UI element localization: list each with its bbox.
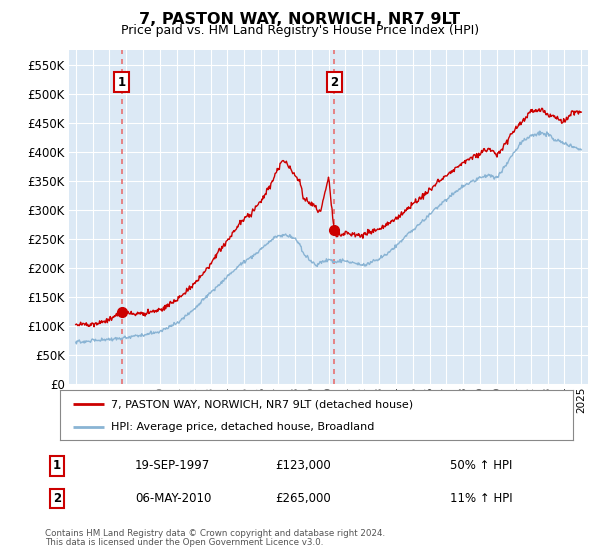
Text: Contains HM Land Registry data © Crown copyright and database right 2024.: Contains HM Land Registry data © Crown c… [45, 529, 385, 538]
Text: Price paid vs. HM Land Registry's House Price Index (HPI): Price paid vs. HM Land Registry's House … [121, 24, 479, 37]
Text: 1: 1 [118, 76, 125, 89]
Text: HPI: Average price, detached house, Broadland: HPI: Average price, detached house, Broa… [112, 422, 374, 432]
Text: 7, PASTON WAY, NORWICH, NR7 9LT (detached house): 7, PASTON WAY, NORWICH, NR7 9LT (detache… [112, 399, 413, 409]
Text: 2: 2 [53, 492, 61, 505]
Text: 2: 2 [331, 76, 338, 89]
Text: 1: 1 [53, 459, 61, 473]
Text: 11% ↑ HPI: 11% ↑ HPI [450, 492, 512, 505]
Text: This data is licensed under the Open Government Licence v3.0.: This data is licensed under the Open Gov… [45, 538, 323, 547]
Text: £123,000: £123,000 [275, 459, 331, 473]
Text: 06-MAY-2010: 06-MAY-2010 [135, 492, 211, 505]
Text: £265,000: £265,000 [275, 492, 331, 505]
Text: 7, PASTON WAY, NORWICH, NR7 9LT: 7, PASTON WAY, NORWICH, NR7 9LT [139, 12, 461, 27]
Text: 50% ↑ HPI: 50% ↑ HPI [450, 459, 512, 473]
Text: 19-SEP-1997: 19-SEP-1997 [135, 459, 210, 473]
